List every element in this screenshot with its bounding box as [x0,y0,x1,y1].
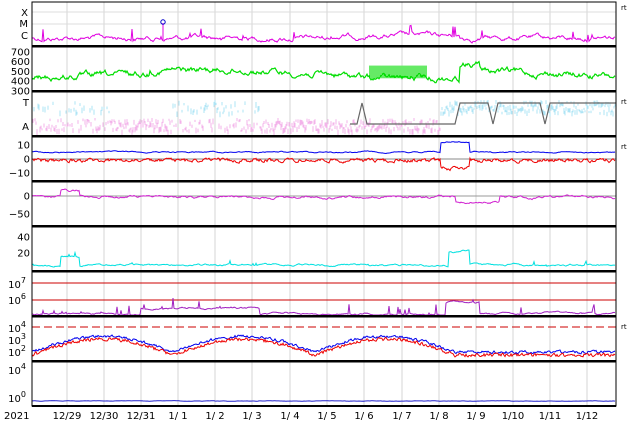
xray-flare-marker [160,19,166,25]
x-tick-7: 1/ 5 [317,411,336,422]
x-tick-9: 1/ 7 [392,411,411,422]
x-tick-13: 1/11 [539,411,561,422]
imf-label-toward: T [22,98,30,109]
dst-line [31,188,615,205]
xray-label-c: C [21,31,28,42]
x-tick-0: 12/29 [53,411,82,422]
right-label-1: rt [621,98,627,106]
speed-tick-600: 600 [11,57,30,68]
kp-line [31,249,616,268]
x-tick-5: 1/ 3 [242,411,261,422]
x-tick-6: 1/ 4 [280,411,299,422]
electron-flux-line-b [31,336,616,358]
data-curves [31,11,616,402]
x-tick-8: 1/ 6 [354,411,373,422]
speed-tick-500: 500 [11,67,30,78]
x-tick-12: 1/10 [502,411,524,422]
x-tick-14: 1/12 [576,411,598,422]
speed-tick-300: 300 [11,87,30,98]
bz-tick-2: −10 [9,169,30,180]
imf-bt-line [31,141,616,155]
right-label-3: rt [621,323,627,331]
imf-bz-line [31,156,616,172]
bz-tick-1: 0 [24,155,30,166]
xray-flux-line [31,24,616,44]
axis-labels: XMC700600500400300TA100−100−504020107106… [4,4,627,422]
panel-borders [31,1,617,407]
xray-label-x: X [21,8,28,19]
right-label-2: rt [621,143,627,151]
bz-tick-0: 10 [17,141,30,152]
neutron-monitor-line [32,400,616,402]
dst-tick-0: 0 [24,192,30,203]
kp-tick-0: 40 [17,233,30,244]
speed-tick-700: 700 [11,47,30,58]
solar-wind-speed-line [31,60,616,84]
x-tick-11: 1/ 9 [466,411,485,422]
imf-label-away: A [22,122,29,133]
electron-flux-line-a [31,334,616,355]
x-tick-10: 1/ 8 [429,411,448,422]
x-tick-1: 12/30 [90,411,119,422]
speed-tick-400: 400 [11,77,30,88]
x-axis-year: 2021 [4,411,29,422]
xray-label-m: M [19,19,28,30]
proton-flux-line [31,297,616,316]
x-tick-4: 1/ 2 [205,411,224,422]
x-tick-3: 1/ 1 [168,411,187,422]
kp-tick-1: 20 [17,249,30,260]
right-label-0: rt [621,4,627,12]
imf-sector-line [350,102,616,125]
x-tick-2: 12/31 [127,411,156,422]
dst-tick-1: −50 [9,210,30,221]
